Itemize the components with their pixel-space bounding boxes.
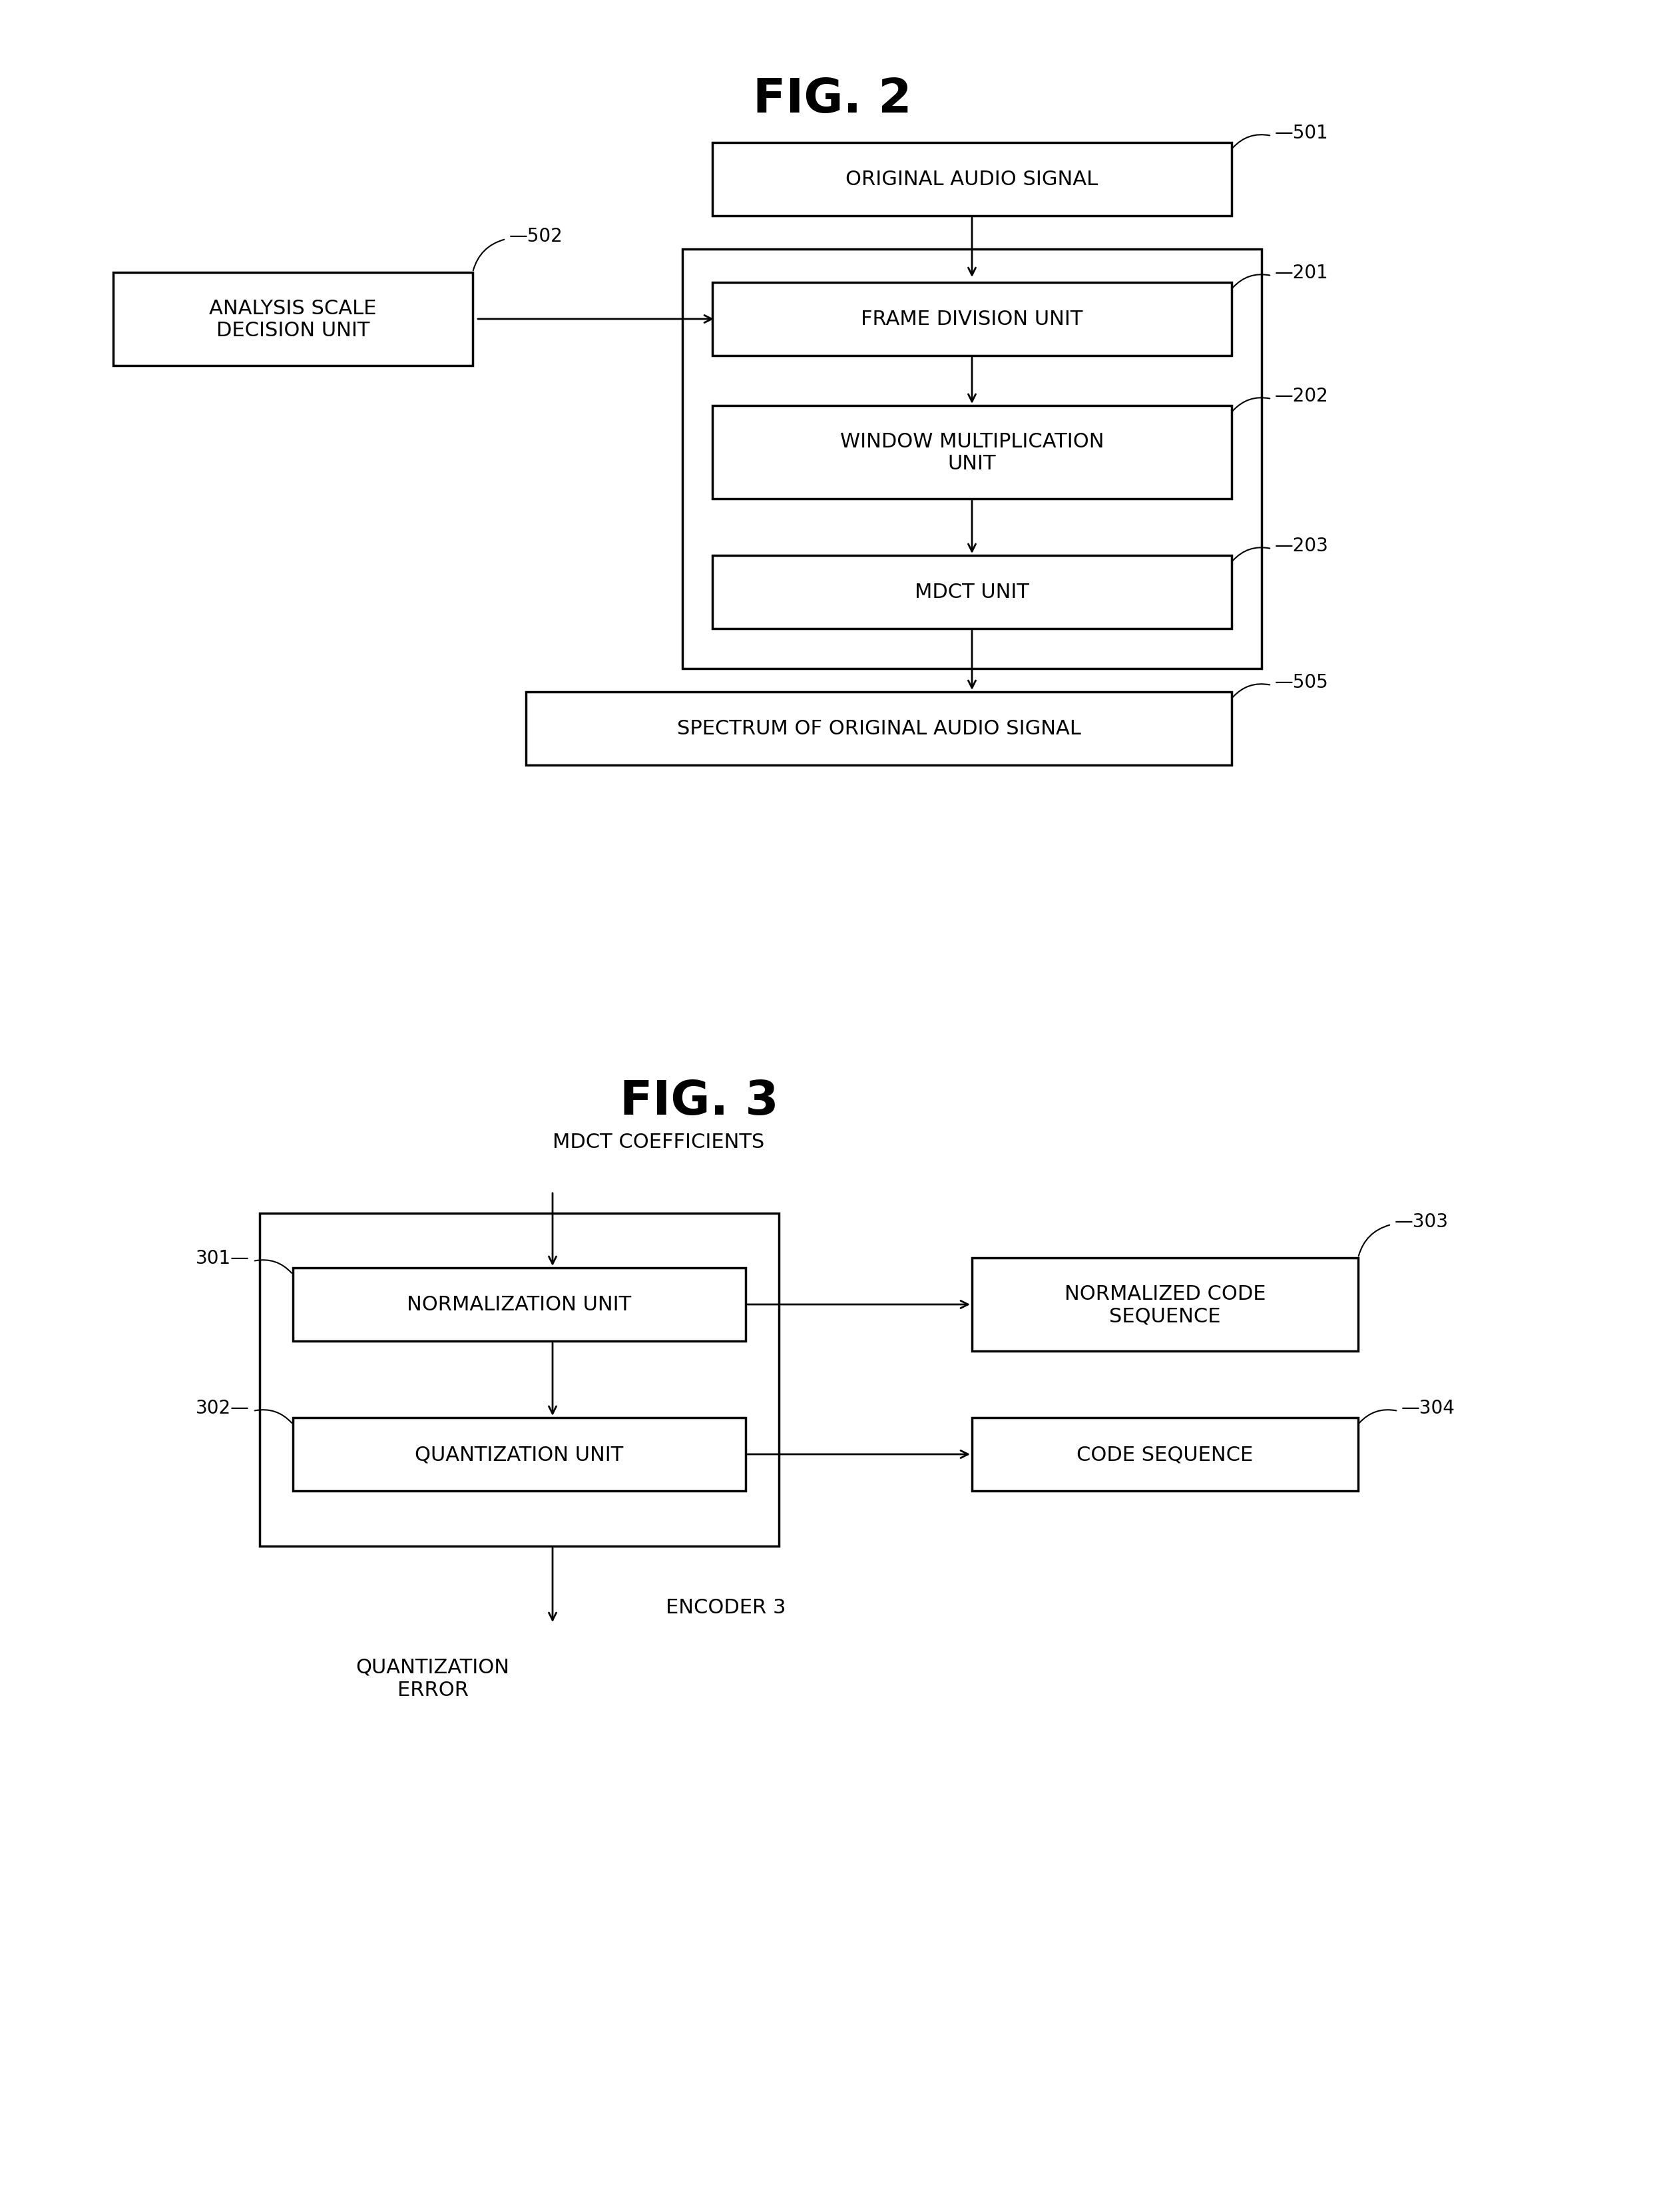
Text: ANALYSIS SCALE
DECISION UNIT: ANALYSIS SCALE DECISION UNIT — [210, 299, 376, 341]
Bar — [713, 555, 1232, 628]
Text: —201: —201 — [1275, 263, 1329, 283]
Bar — [713, 407, 1232, 500]
Bar — [972, 1418, 1359, 1491]
Text: CODE SEQUENCE: CODE SEQUENCE — [1077, 1444, 1254, 1464]
Text: QUANTIZATION UNIT: QUANTIZATION UNIT — [415, 1444, 624, 1464]
Text: FRAME DIVISION UNIT: FRAME DIVISION UNIT — [861, 310, 1082, 330]
Text: ORIGINAL AUDIO SIGNAL: ORIGINAL AUDIO SIGNAL — [846, 170, 1099, 190]
Text: QUANTIZATION
ERROR: QUANTIZATION ERROR — [356, 1657, 509, 1699]
Bar — [683, 250, 1262, 668]
Text: —202: —202 — [1275, 387, 1329, 405]
Text: —501: —501 — [1275, 124, 1329, 142]
Bar — [972, 1259, 1359, 1352]
Text: FIG. 3: FIG. 3 — [619, 1079, 779, 1124]
Text: SPECTRUM OF ORIGINAL AUDIO SIGNAL: SPECTRUM OF ORIGINAL AUDIO SIGNAL — [676, 719, 1081, 739]
Text: NORMALIZED CODE
SEQUENCE: NORMALIZED CODE SEQUENCE — [1064, 1283, 1265, 1325]
Bar — [713, 283, 1232, 356]
Bar — [293, 1418, 746, 1491]
Text: MDCT UNIT: MDCT UNIT — [914, 582, 1029, 602]
Text: 302—: 302— — [196, 1398, 250, 1418]
Text: 301—: 301— — [196, 1250, 250, 1267]
Text: WINDOW MULTIPLICATION
UNIT: WINDOW MULTIPLICATION UNIT — [839, 431, 1104, 473]
Text: —303: —303 — [1395, 1212, 1449, 1230]
Text: —505: —505 — [1275, 672, 1329, 692]
Text: NORMALIZATION UNIT: NORMALIZATION UNIT — [406, 1294, 631, 1314]
Text: —502: —502 — [509, 228, 563, 246]
Bar — [260, 1214, 779, 1546]
Text: —203: —203 — [1275, 538, 1329, 555]
Text: —304: —304 — [1402, 1398, 1455, 1418]
Bar — [713, 144, 1232, 217]
Text: ENCODER 3: ENCODER 3 — [666, 1597, 786, 1617]
Bar — [526, 692, 1232, 765]
Bar — [113, 272, 473, 367]
Bar — [293, 1267, 746, 1340]
Text: MDCT COEFFICIENTS: MDCT COEFFICIENTS — [553, 1133, 764, 1152]
Text: FIG. 2: FIG. 2 — [753, 77, 911, 122]
